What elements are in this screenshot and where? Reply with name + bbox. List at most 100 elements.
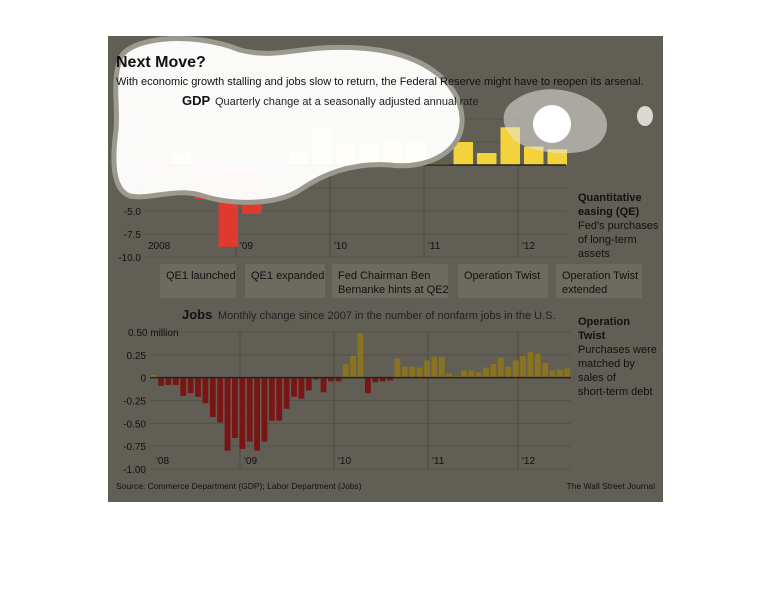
jobs-bar [461, 370, 467, 378]
jobs-bar [431, 356, 438, 378]
gdp-bar [453, 142, 473, 165]
page-title: Next Move? [116, 54, 206, 71]
jobs-bar [564, 368, 571, 378]
jobs-bar [232, 377, 238, 438]
gdp-year-label: '12 [522, 241, 535, 252]
jobs-bar [453, 375, 460, 378]
spotlight-cloud [111, 36, 465, 205]
gdp-subtitle: Quarterly change at a seasonally adjuste… [215, 96, 479, 108]
jobs-ytick-label: 0 [140, 374, 146, 385]
jobs-title: Jobs [182, 307, 212, 322]
jobs-bar [217, 377, 224, 423]
qe-title-line1: Quantitative [578, 192, 642, 204]
spotlight-circle [533, 105, 571, 143]
gdp-title: GDP [182, 93, 211, 108]
event-label: QE1 expanded [251, 270, 324, 282]
jobs-bar [534, 353, 541, 378]
gdp-ytick-label: -7.5 [124, 230, 142, 241]
jobs-bar [320, 377, 327, 393]
jobs-bar [224, 377, 231, 451]
jobs-subtitle: Monthly change since 2007 in the number … [218, 310, 556, 322]
jobs-bar [209, 377, 216, 417]
jobs-year-label: '12 [522, 456, 535, 467]
jobs-bar [438, 356, 445, 378]
gdp-year-label: '09 [240, 241, 253, 252]
twist-desc-line3: sales of [578, 372, 617, 384]
jobs-bar [549, 370, 556, 378]
jobs-bar [512, 360, 519, 378]
event-label: QE1 launched [166, 270, 236, 282]
jobs-bar [350, 355, 357, 378]
jobs-year-label: '08 [156, 456, 169, 467]
event-label: Bernanke hints at QE2 [338, 284, 449, 296]
qe-desc-line3: assets [578, 248, 610, 260]
jobs-bar [409, 366, 416, 378]
source-note: Source: Commerce Department (GDP); Labor… [116, 481, 362, 491]
event-item: QE1 launched [160, 264, 236, 298]
jobs-bar [379, 377, 386, 382]
jobs-bar [372, 377, 379, 383]
jobs-ytick-label: -0.75 [123, 442, 146, 453]
event-label: Operation Twist [562, 270, 638, 282]
twist-desc-line1: Purchases were [578, 344, 657, 356]
jobs-bar [401, 366, 408, 378]
twist-title-line2: Twist [578, 330, 606, 342]
jobs-bar [520, 355, 526, 378]
jobs-bar [446, 373, 453, 378]
jobs-bar [394, 358, 401, 378]
event-label: Fed Chairman Ben [338, 270, 430, 282]
event-box [160, 264, 236, 298]
jobs-bar [542, 363, 549, 378]
jobs-bar [483, 367, 489, 378]
event-item: Fed Chairman Ben Bernanke hints at QE2 [332, 264, 449, 298]
twist-title-line1: Operation [578, 316, 630, 328]
jobs-bar [557, 369, 563, 378]
jobs-bar [364, 377, 371, 394]
jobs-bar [291, 377, 297, 397]
jobs-bar [276, 377, 283, 421]
qe-desc-line2: of long-term [578, 234, 637, 246]
page-subtitle: With economic growth stalling and jobs s… [116, 76, 644, 88]
twist-annotation: Operation Twist Purchases were matched b… [578, 316, 657, 398]
gdp-bar [524, 146, 544, 165]
jobs-ytick-label: 0.25 [127, 351, 147, 362]
jobs-bar [416, 367, 423, 378]
gdp-bar [547, 149, 567, 165]
event-item: Operation Twist extended [556, 264, 642, 298]
jobs-bar [172, 377, 179, 385]
spotlight-overlay [111, 36, 653, 205]
jobs-bar [313, 377, 320, 380]
event-label: extended [562, 284, 607, 296]
jobs-bar [150, 374, 157, 378]
event-item: Operation Twist [458, 264, 548, 298]
jobs-year-label: '09 [244, 456, 257, 467]
jobs-bar [424, 360, 430, 378]
jobs-ytick-label: -0.50 [123, 419, 146, 430]
spotlight-dot [637, 106, 653, 126]
twist-desc-line4: short-term debt [578, 386, 653, 398]
qe-annotation: Quantitative easing (QE) Fed's purchases… [578, 192, 659, 260]
jobs-bar [187, 377, 194, 394]
jobs-bar [505, 366, 512, 378]
jobs-bar [283, 377, 290, 409]
jobs-bar [158, 377, 164, 386]
jobs-bar [298, 377, 305, 399]
event-list: QE1 launched QE1 expanded Fed Chairman Ben… [160, 264, 642, 298]
gdp-year-label: '10 [334, 241, 347, 252]
jobs-bar [527, 352, 534, 378]
jobs-chart: Jobs Monthly change since 2007 in the nu… [123, 307, 571, 476]
jobs-bar [165, 377, 172, 385]
gdp-bar [477, 153, 497, 165]
jobs-bar [268, 377, 275, 421]
jobs-year-label: '11 [432, 456, 445, 467]
jobs-ytick-label: -0.25 [123, 397, 146, 408]
jobs-ytick-label: -1.00 [123, 465, 146, 476]
jobs-bar [305, 377, 312, 391]
event-box [245, 264, 325, 298]
jobs-bar [239, 377, 246, 449]
qe-title-line2: easing (QE) [578, 206, 639, 218]
gdp-ytick-label: -5.0 [124, 207, 142, 218]
jobs-ytick-label: 0.50 million [128, 328, 179, 339]
jobs-bar [342, 363, 349, 378]
